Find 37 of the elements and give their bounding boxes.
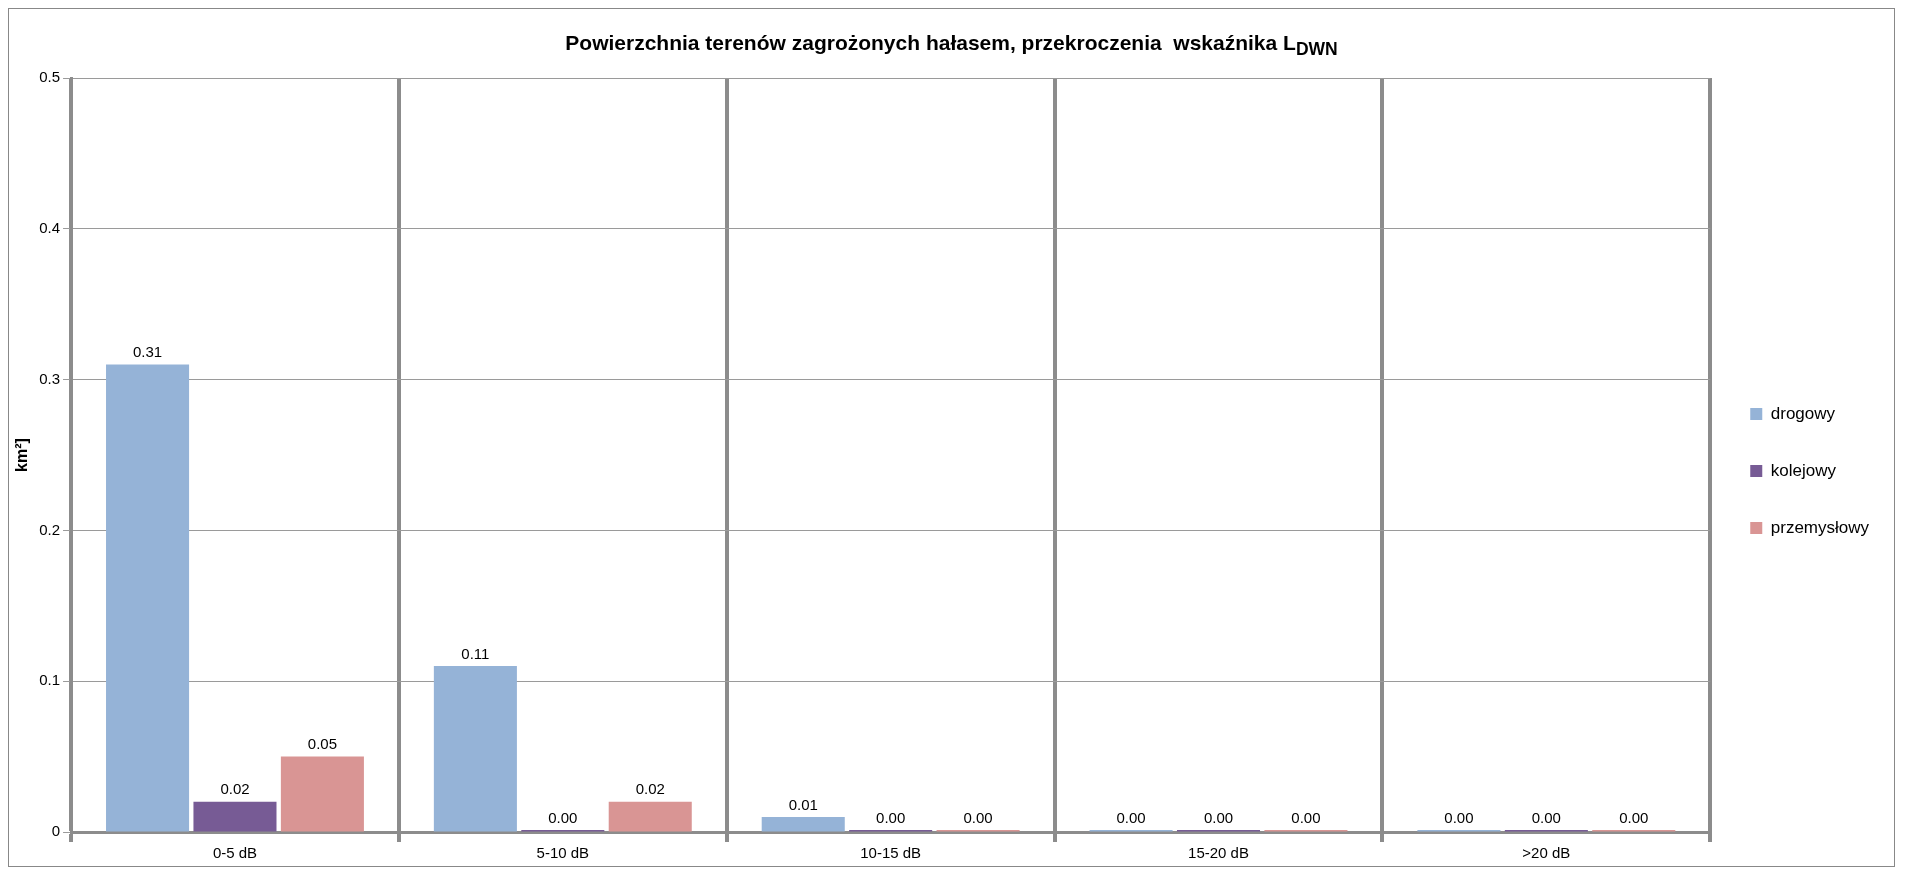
y-tick-label: 0.4: [39, 219, 61, 237]
bar: [608, 802, 692, 832]
legend-label: kolejowy: [1770, 460, 1837, 480]
data-label: 0.00: [1116, 808, 1146, 826]
bar: [280, 756, 364, 832]
bar: [106, 364, 190, 832]
legend-label: drogowy: [1770, 403, 1836, 423]
data-label: 0.11: [461, 644, 490, 662]
y-tick-label: 0.5: [39, 68, 61, 86]
x-tick-label: 10-15 dB: [860, 844, 922, 862]
x-tick-label: 15-20 dB: [1188, 844, 1249, 862]
x-tick-label: >20 dB: [1522, 844, 1571, 862]
y-axis-title: km²]: [13, 438, 31, 473]
legend-label: przemysłowy: [1770, 517, 1870, 537]
x-tick-label: 5-10 dB: [536, 844, 590, 862]
y-tick-label: 0.2: [39, 520, 61, 538]
y-tick-label: 0: [51, 822, 61, 840]
chart-title: Powierzchnia terenów zagrożonych hałasem, przekroczenia wskaźnika L$_{DWN}$: [564, 30, 1339, 62]
bar: [433, 666, 517, 832]
y-tick-label: 0.3: [39, 369, 61, 387]
data-label: 0.00: [1444, 808, 1474, 826]
data-label: 0.02: [220, 780, 250, 798]
data-label: 0.31: [132, 343, 163, 361]
data-label: 0.00: [876, 808, 906, 826]
data-label: 0.00: [1531, 808, 1561, 826]
x-tick-label: 0-5 dB: [212, 844, 258, 862]
data-label: 0.02: [635, 780, 665, 798]
data-label: 0.05: [307, 735, 337, 753]
data-label: 0.00: [1619, 808, 1649, 826]
data-label: 0.01: [788, 795, 818, 813]
data-label: 0.00: [963, 808, 993, 826]
bar: [193, 802, 277, 832]
bar: [761, 817, 845, 832]
data-label: 0.00: [1203, 808, 1234, 826]
data-label: 0.00: [1291, 808, 1321, 826]
y-tick-label: 0.1: [39, 671, 61, 689]
data-label: 0.00: [548, 808, 578, 826]
